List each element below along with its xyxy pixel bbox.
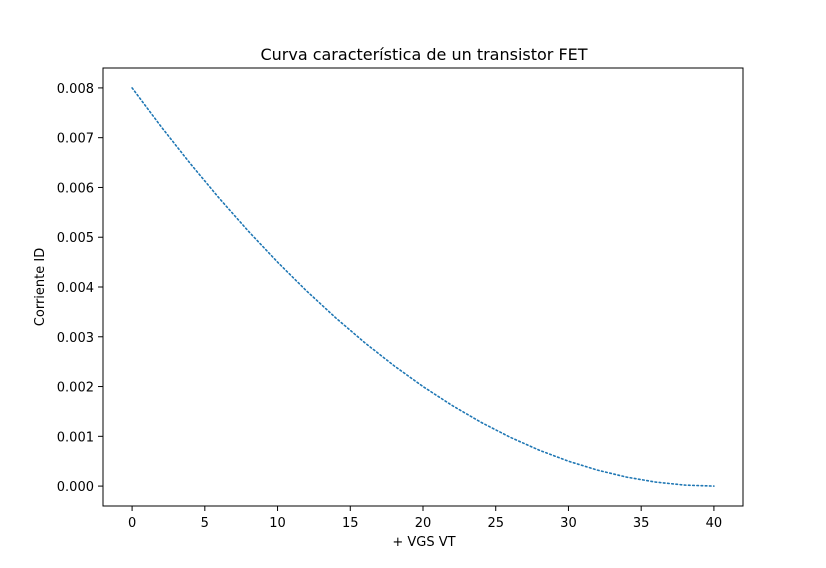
x-tick-label: 0 [128,516,136,531]
x-tick-label: 40 [706,516,723,531]
y-tick-label: 0.004 [57,281,94,296]
y-tick-label: 0.006 [57,181,94,196]
y-tick-label: 0.005 [57,231,94,246]
x-tick-label: 15 [342,516,359,531]
x-tick-label: 10 [269,516,286,531]
x-axis-label: + VGS VT [392,535,455,550]
plot-frame [102,67,744,507]
chart-title: Curva característica de un transistor FE… [260,45,587,64]
y-tick-label: 0.008 [57,82,94,97]
x-tick-label: 30 [560,516,577,531]
x-tick-label: 35 [633,516,650,531]
x-tick-label: 20 [415,516,432,531]
y-tick-label: 0.007 [57,132,94,147]
y-tick-label: 0.003 [57,331,94,346]
series-line [131,87,715,487]
y-tick-label: 0.002 [57,381,94,396]
x-tick-label: 5 [201,516,209,531]
y-axis-label: Corriente ID [33,248,48,326]
y-tick-label: 0.001 [57,430,94,445]
x-axis: 0 5 10 15 20 25 30 35 40 [128,506,722,531]
y-axis: 0.000 0.001 0.002 0.003 0.004 0.005 0.006 0.007… [57,82,103,495]
x-tick-label: 25 [487,516,504,531]
y-tick-label: 0.000 [57,480,94,495]
